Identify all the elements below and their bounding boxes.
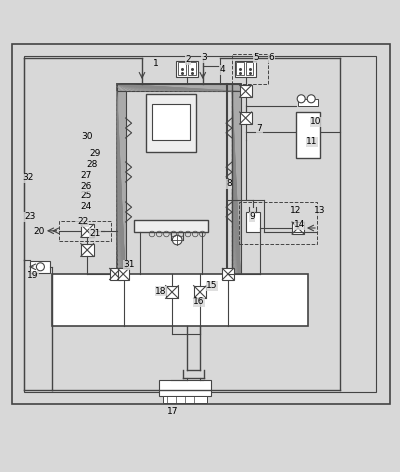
Circle shape — [297, 95, 305, 103]
Text: 31: 31 — [124, 260, 135, 270]
Text: 22: 22 — [78, 218, 89, 227]
Text: 28: 28 — [86, 160, 98, 169]
Bar — [194, 286, 206, 298]
Bar — [178, 62, 186, 75]
Text: 17: 17 — [167, 407, 178, 416]
Text: 26: 26 — [80, 182, 92, 191]
Bar — [232, 91, 241, 284]
Bar — [52, 274, 308, 326]
Text: 19: 19 — [27, 271, 38, 280]
Text: 12: 12 — [290, 205, 301, 214]
Circle shape — [172, 235, 182, 245]
Bar — [163, 396, 207, 403]
Text: 7: 7 — [256, 124, 262, 133]
Bar — [81, 244, 94, 256]
Text: 30: 30 — [82, 132, 93, 141]
Text: 25: 25 — [80, 192, 92, 201]
Text: 8: 8 — [226, 179, 232, 188]
Bar — [236, 62, 244, 75]
Bar — [59, 221, 111, 241]
Bar — [24, 56, 376, 392]
Text: 5: 5 — [253, 53, 259, 62]
Text: 1: 1 — [153, 59, 159, 68]
Text: 4: 4 — [219, 66, 225, 75]
Text: 15: 15 — [206, 281, 218, 290]
Bar — [298, 99, 318, 106]
Text: 2: 2 — [185, 56, 191, 65]
Bar — [246, 62, 253, 75]
Polygon shape — [136, 152, 206, 220]
Bar — [240, 85, 252, 97]
Bar — [176, 61, 198, 77]
Bar — [117, 84, 241, 91]
Bar — [30, 261, 50, 273]
Text: 21: 21 — [90, 229, 101, 238]
Circle shape — [36, 263, 44, 271]
Bar — [81, 224, 94, 237]
Text: 23: 23 — [24, 212, 35, 221]
Text: 14: 14 — [294, 220, 306, 229]
Bar — [166, 286, 178, 298]
Text: 13: 13 — [314, 205, 326, 214]
Bar — [118, 269, 129, 279]
Bar — [240, 112, 252, 124]
Text: 6: 6 — [268, 53, 274, 62]
Text: 27: 27 — [80, 171, 92, 180]
Bar — [188, 62, 196, 75]
Text: 18: 18 — [156, 287, 167, 295]
Bar — [110, 269, 121, 279]
Bar — [232, 54, 268, 84]
Bar — [117, 91, 126, 284]
Text: 3: 3 — [201, 53, 207, 62]
Bar — [246, 212, 260, 232]
Bar — [146, 94, 196, 152]
Bar — [235, 61, 256, 77]
Text: 32: 32 — [22, 174, 34, 183]
Text: 9: 9 — [249, 212, 255, 221]
Circle shape — [307, 95, 315, 103]
Text: 20: 20 — [34, 228, 45, 236]
Bar — [134, 220, 208, 232]
Text: 24: 24 — [80, 202, 92, 211]
Text: 11: 11 — [306, 137, 318, 146]
Text: 16: 16 — [193, 297, 204, 306]
Bar — [222, 269, 234, 279]
Bar — [152, 104, 190, 140]
Text: 29: 29 — [90, 150, 101, 159]
Bar — [117, 84, 241, 284]
Bar — [296, 112, 320, 158]
Bar — [239, 202, 317, 244]
Bar — [292, 222, 304, 234]
Text: 10: 10 — [310, 118, 322, 126]
Bar — [159, 380, 211, 396]
